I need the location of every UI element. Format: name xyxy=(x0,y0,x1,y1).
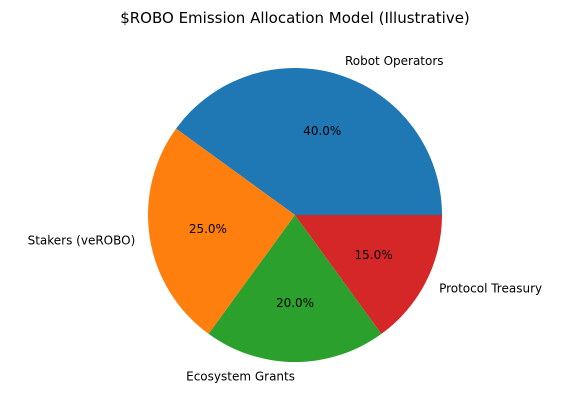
slice-category-label: Stakers (veROBO) xyxy=(28,233,136,247)
slice-percent-label: 15.0% xyxy=(355,248,393,262)
slice-category-label: Ecosystem Grants xyxy=(186,370,295,384)
slice-category-label: Robot Operators xyxy=(345,54,444,68)
slice-category-label: Protocol Treasury xyxy=(439,281,542,295)
pie-slice-robot-operators xyxy=(176,68,442,215)
pie-labels: 40.0% Robot Operators 25.0% Stakers (veROBO… xyxy=(28,54,543,383)
slice-percent-label: 40.0% xyxy=(303,124,341,138)
pie-slices xyxy=(147,68,442,362)
slice-percent-label: 25.0% xyxy=(189,222,227,236)
pie-slice-ecosystem-grants xyxy=(208,215,382,362)
chart-title: $ROBO Emission Allocation Model (Illustr… xyxy=(120,9,470,27)
pie-slice-stakers-verobo xyxy=(147,128,295,334)
slice-percent-label: 20.0% xyxy=(276,296,314,310)
pie-slice-protocol-treasury xyxy=(295,215,442,334)
